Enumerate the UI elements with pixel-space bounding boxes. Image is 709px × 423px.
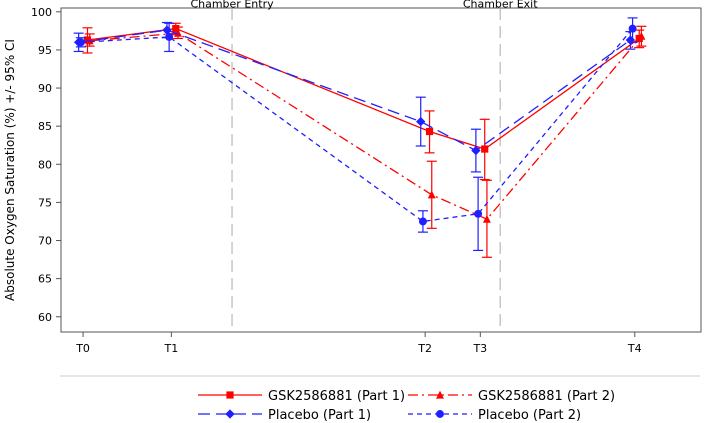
plot-frame	[60, 7, 702, 333]
series-placebo-part-2	[75, 17, 638, 252]
legend-marker-square	[226, 391, 234, 399]
series-line	[89, 32, 642, 220]
x-tick-label: T1	[163, 342, 178, 355]
reference-line-label: Chamber Entry	[190, 0, 274, 11]
y-tick-label: 90	[38, 82, 52, 95]
data-point-circle	[474, 209, 483, 218]
data-point-circle	[418, 217, 427, 226]
plot-area: Chamber Entry Chamber Exit 60 65 70 75 80 85 90 9…	[3, 0, 702, 355]
legend-label: Placebo (Part 1)	[268, 408, 371, 423]
data-point-triangle	[482, 214, 491, 223]
x-tick-label: T3	[472, 342, 487, 355]
y-axis-title: Absolute Oxygen Saturation (%) +/- 95% C…	[3, 39, 17, 301]
series-line	[80, 28, 634, 223]
data-point-circle	[76, 38, 85, 47]
series-line	[78, 29, 631, 152]
reference-line-label: Chamber Exit	[463, 0, 538, 11]
data-point-diamond	[416, 116, 426, 127]
data-point-triangle	[427, 190, 436, 199]
y-tick-label: 80	[38, 158, 52, 171]
data-point-circle	[165, 33, 174, 41]
series-gsk2586881-part-2	[84, 25, 647, 258]
y-tick-label: 65	[38, 273, 52, 286]
legend-label: Placebo (Part 2)	[478, 408, 581, 423]
x-tick-label: T0	[75, 342, 90, 355]
y-tick-label: 85	[38, 120, 52, 133]
data-point-square	[83, 36, 92, 44]
y-tick-label: 75	[38, 196, 52, 209]
series-placebo-part-1	[73, 21, 636, 173]
y-tick-label: 95	[38, 44, 52, 57]
x-tick-label: T4	[627, 342, 642, 355]
data-point-triangle	[637, 31, 646, 40]
data-point-circle	[628, 24, 637, 33]
x-tick-label: T2	[417, 342, 432, 355]
data-point-square	[425, 127, 434, 136]
data-point-diamond	[625, 35, 636, 45]
y-tick-label: 70	[38, 235, 52, 248]
legend-label: GSK2586881 (Part 2)	[478, 389, 615, 404]
series-line	[87, 27, 640, 150]
legend-marker-diamond	[225, 409, 235, 419]
data-point-square	[172, 24, 180, 33]
data-point-square	[481, 145, 489, 153]
legend-label: GSK2586881 (Part 1)	[268, 389, 405, 404]
data-point-diamond	[162, 25, 172, 35]
legend-marker-triangle	[436, 390, 444, 399]
y-tick-label: 100	[31, 6, 52, 19]
data-point-triangle	[174, 28, 182, 37]
legend-marker-circle	[436, 410, 444, 418]
data-point-diamond	[471, 145, 481, 156]
legend: GSK2586881 (Part 1) GSK2586881 (Part 2) Pl…	[60, 375, 700, 423]
y-tick-label: 60	[38, 311, 52, 324]
